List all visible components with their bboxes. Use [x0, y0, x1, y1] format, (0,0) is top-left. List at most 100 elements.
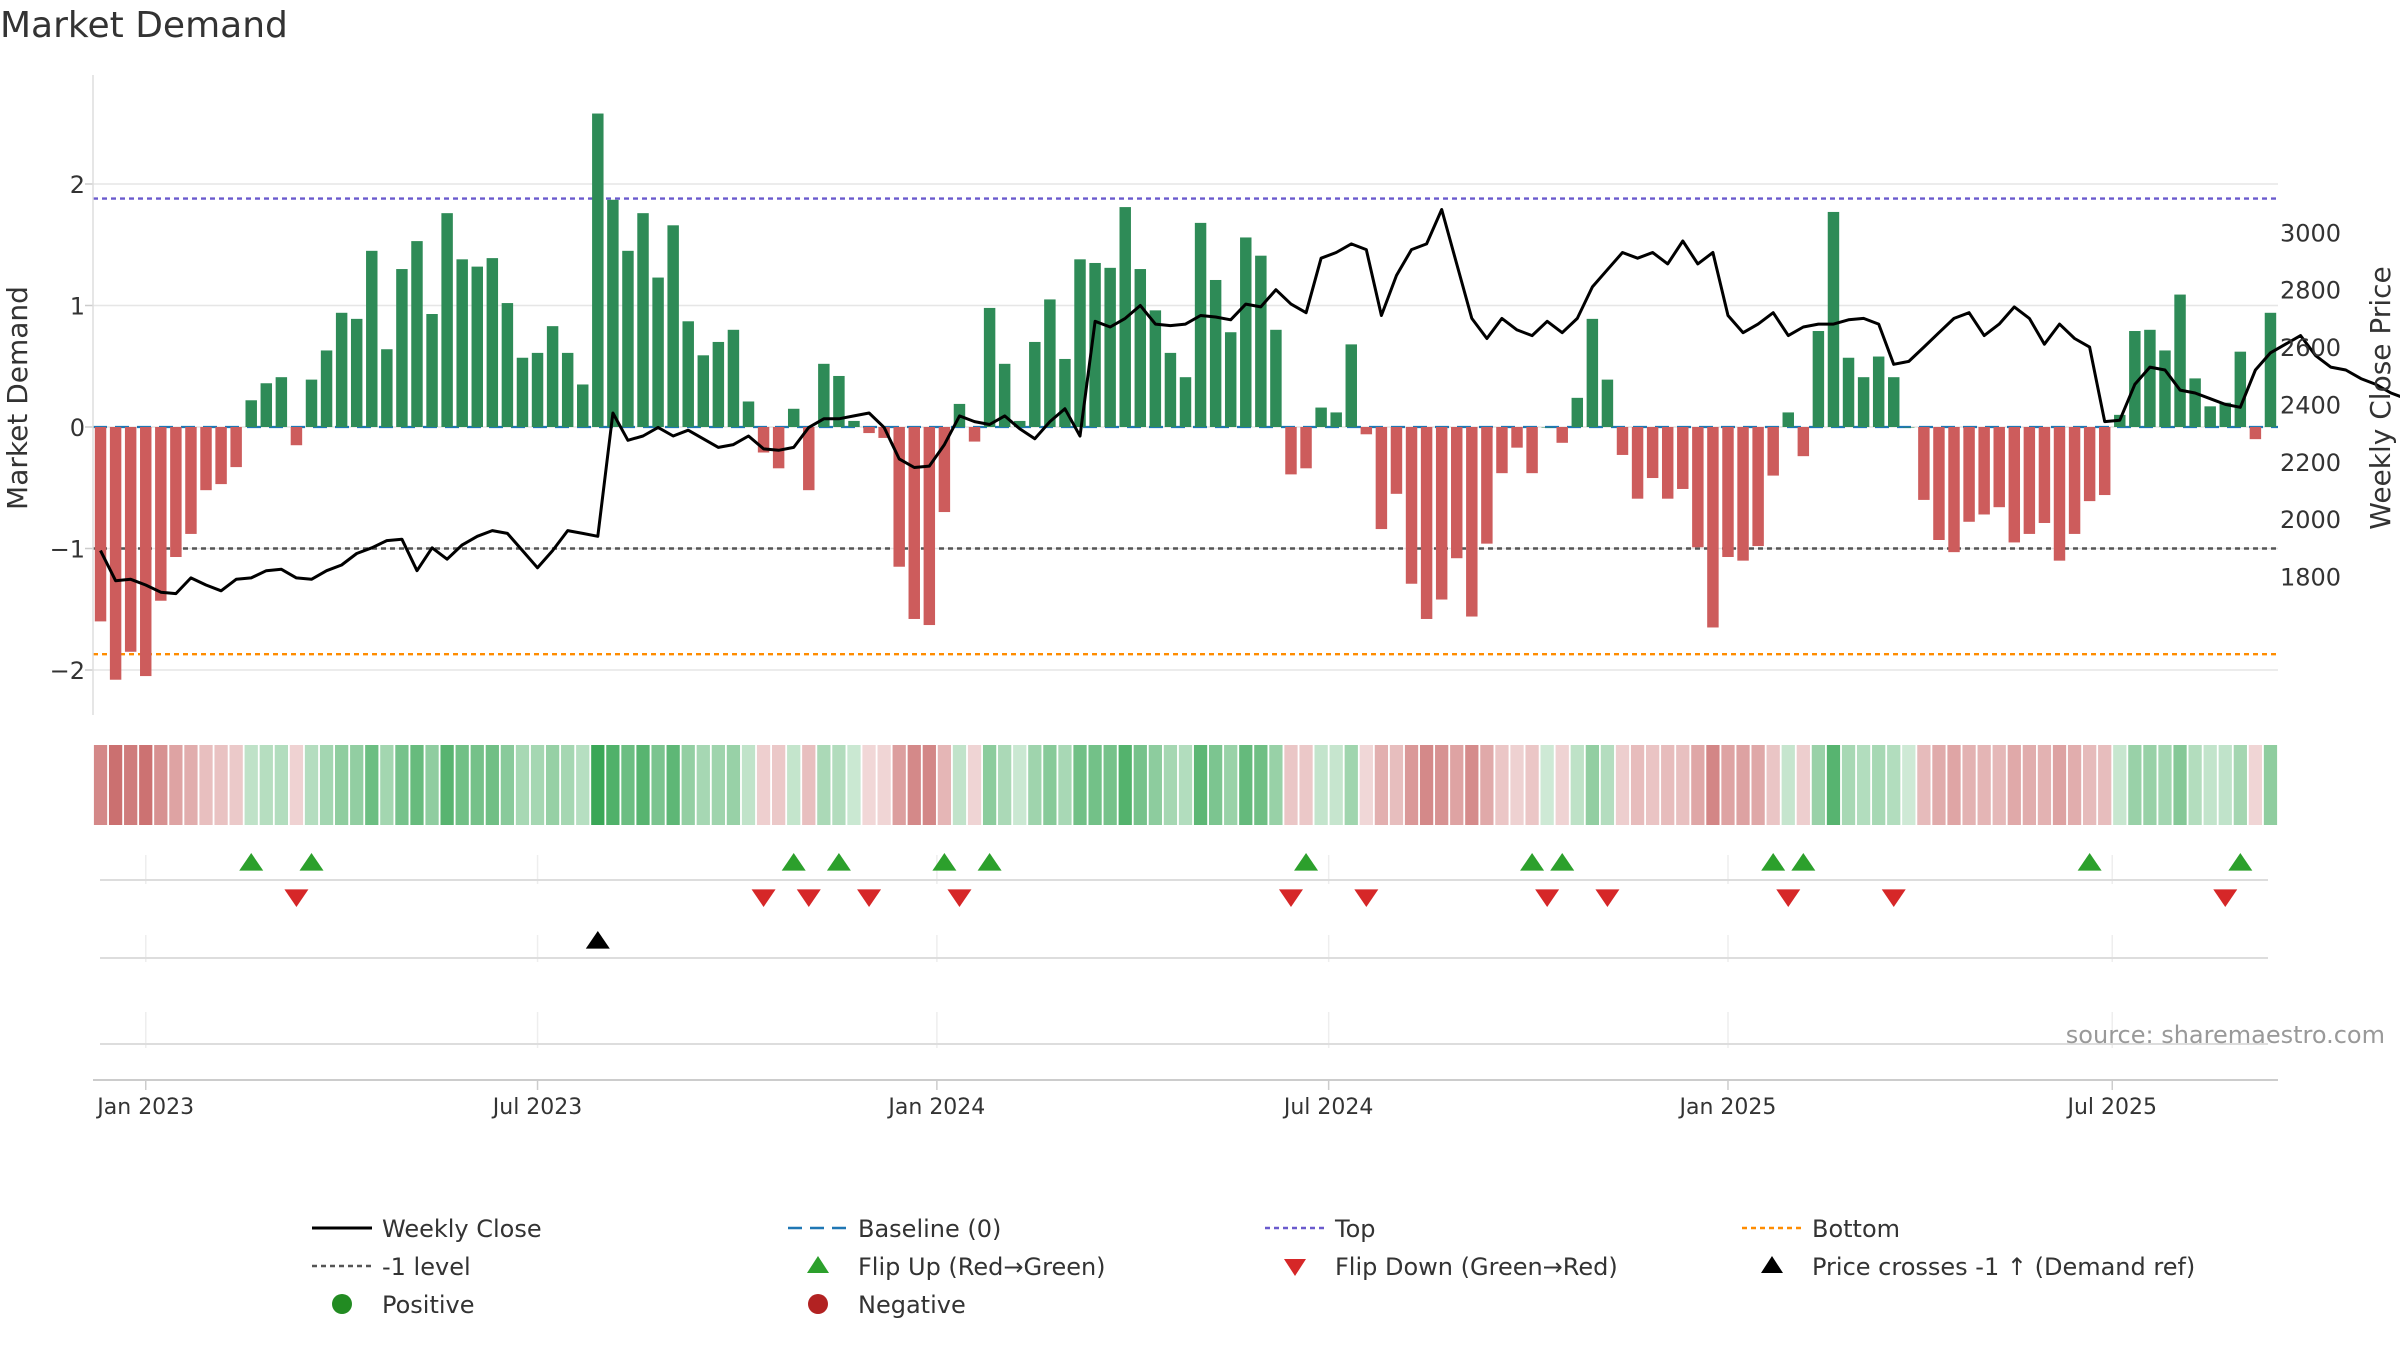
- demand-bar: [230, 427, 242, 468]
- heat-cell: [1028, 745, 1042, 825]
- demand-bar: [2219, 402, 2231, 427]
- demand-bar: [1179, 377, 1192, 427]
- demand-bar: [727, 329, 740, 427]
- y2-tick-label: 2600: [2280, 334, 2341, 362]
- demand-bar: [1134, 269, 1147, 427]
- x-tick-label: Jul 2024: [1282, 1095, 1374, 1120]
- demand-bar: [622, 250, 634, 427]
- demand-bar: [1782, 412, 1794, 427]
- heat-cell: [1841, 745, 1856, 825]
- heat-cell: [1751, 745, 1765, 825]
- flip-down-marker: [947, 889, 972, 907]
- demand-bar: [411, 241, 423, 427]
- demand-bar: [1692, 427, 1704, 548]
- heat-cell: [1826, 745, 1841, 825]
- y2-tick-label: 2400: [2280, 391, 2341, 419]
- demand-bar: [1888, 377, 1900, 427]
- demand-bar: [305, 379, 318, 427]
- heat-cell: [470, 745, 484, 825]
- heat-cell: [108, 745, 123, 825]
- heat-cell: [2143, 745, 2157, 825]
- heat-cell: [1585, 745, 1599, 825]
- heat-cell: [229, 745, 243, 825]
- heat-cell: [1224, 745, 1238, 825]
- heat-cell: [651, 745, 665, 825]
- heat-cell: [199, 745, 213, 825]
- heat-cell: [1013, 745, 1027, 825]
- demand-bar: [1677, 427, 1689, 489]
- heat-cell: [124, 745, 138, 825]
- heat-cell: [2098, 745, 2112, 825]
- flip-down-marker: [1535, 889, 1560, 907]
- demand-bar: [1827, 211, 1840, 427]
- legend-swatch-tri-down: [1284, 1259, 1306, 1276]
- heat-cell: [1902, 745, 1916, 825]
- heat-cell: [591, 745, 605, 825]
- source-text: source: sharemaestro.com: [2066, 1021, 2385, 1049]
- legend-label: Negative: [858, 1291, 966, 1319]
- flip-down-marker: [2213, 889, 2238, 907]
- legend-label: Bottom: [1812, 1215, 1900, 1243]
- demand-bar: [94, 427, 107, 622]
- flip-down-marker: [1881, 889, 1906, 907]
- heat-cell: [726, 745, 741, 825]
- flip-down-marker: [751, 889, 776, 907]
- demand-bar: [1194, 222, 1207, 427]
- heat-cell: [1148, 745, 1162, 825]
- demand-bar: [1044, 299, 1056, 427]
- axes: 2 1 0 −1 −2 3000 2800 2600 2400 2200 2000 1800: [50, 75, 2341, 715]
- demand-bar: [1420, 427, 1433, 619]
- legend-item: -1 level: [312, 1253, 471, 1281]
- heat-cell: [922, 745, 936, 825]
- heat-cell: [2052, 745, 2067, 825]
- y-axis-label: Market Demand: [1, 286, 34, 510]
- demand-bar: [1918, 427, 1930, 500]
- demand-bar: [366, 250, 378, 427]
- demand-bar: [290, 427, 303, 446]
- demand-bar: [2098, 427, 2111, 496]
- demand-bar: [1029, 341, 1041, 427]
- demand-bar: [1285, 427, 1297, 475]
- flip-up-marker: [977, 853, 1002, 871]
- heat-cell: [289, 745, 304, 825]
- demand-bar: [531, 352, 544, 427]
- heat-cell: [1284, 745, 1298, 825]
- y-tick-label: −2: [50, 657, 85, 685]
- flip-up-marker: [1520, 853, 1545, 871]
- demand-bar: [1240, 237, 1252, 427]
- demand-bar: [2129, 331, 2141, 427]
- heat-cell: [696, 745, 710, 825]
- heat-cell: [440, 745, 454, 825]
- heat-cell: [1932, 745, 1946, 825]
- demand-bar: [1556, 427, 1568, 443]
- heat-cell: [485, 745, 499, 825]
- legend-item: Bottom: [1742, 1215, 1900, 1243]
- signal-rows: [100, 853, 2268, 1048]
- demand-bar: [2068, 427, 2081, 534]
- demand-bar: [1812, 331, 1825, 427]
- flip-up-marker: [781, 853, 806, 871]
- demand-bar: [1074, 259, 1086, 427]
- demand-bar: [155, 427, 167, 601]
- demand-bar: [1737, 427, 1749, 561]
- heat-cell: [1269, 745, 1283, 825]
- demand-bar: [1752, 427, 1764, 547]
- demand-bar: [426, 314, 438, 427]
- demand-bar: [607, 199, 619, 427]
- demand-bar: [1872, 356, 1885, 427]
- y2-tick-label: 2200: [2280, 449, 2341, 477]
- heat-cell: [2218, 745, 2232, 825]
- legend-label: Baseline (0): [858, 1215, 1001, 1243]
- flip-down-marker: [796, 889, 821, 907]
- heat-cell: [1781, 745, 1795, 825]
- heat-cell: [2203, 745, 2217, 825]
- demand-bar: [712, 341, 725, 427]
- heat-cell: [967, 745, 982, 825]
- heat-cell: [998, 745, 1012, 825]
- demand-bar: [1948, 427, 1960, 553]
- demand-bar: [818, 363, 830, 427]
- legend: Weekly Close Baseline (0) Top Bottom -1 leve…: [312, 1215, 2195, 1319]
- legend-label: -1 level: [382, 1253, 471, 1281]
- demand-bar: [1526, 427, 1538, 474]
